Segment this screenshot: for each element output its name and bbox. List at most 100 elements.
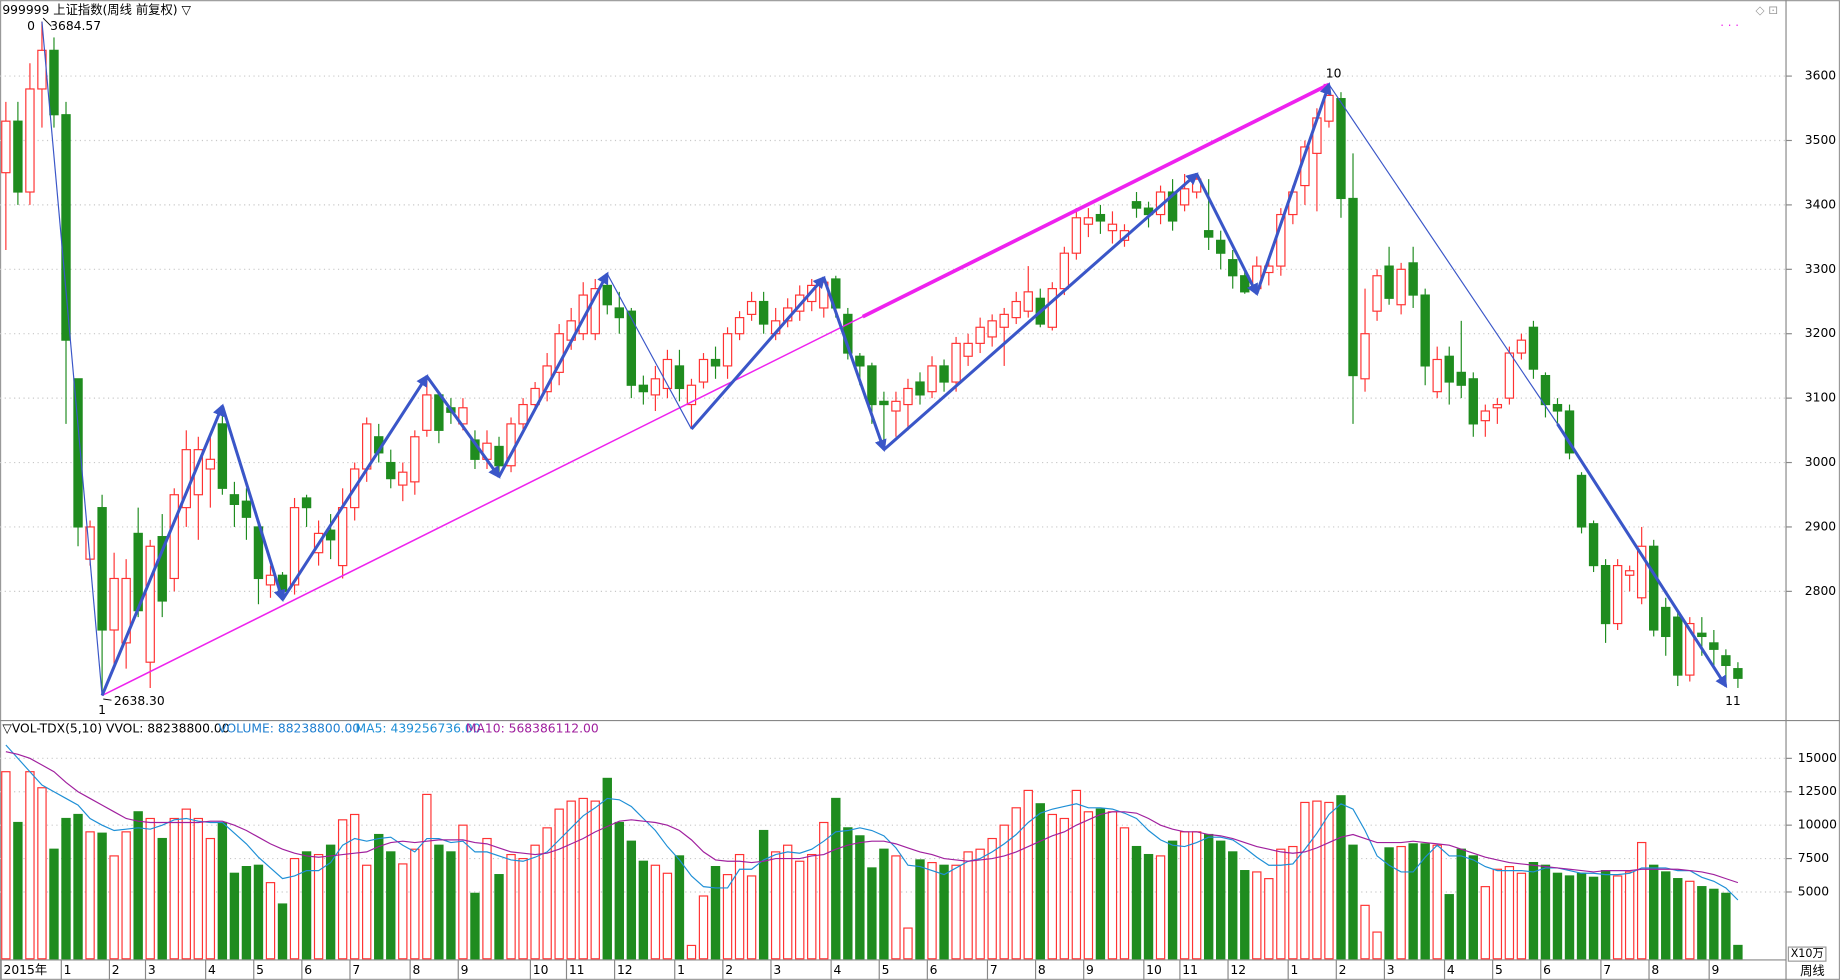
y-tick-label: 3600 [1805, 69, 1837, 83]
candle-body [1167, 191, 1178, 222]
volume-bar [337, 819, 348, 960]
volume-bar [169, 817, 179, 960]
candle-body [1131, 201, 1142, 209]
period-label: 周线 [1800, 964, 1825, 978]
x-tick-label: 8 [412, 963, 420, 977]
volume-bar [1636, 841, 1647, 960]
volume-bar [277, 903, 288, 960]
volume-bar [13, 821, 23, 960]
volume-bar [1264, 878, 1274, 960]
candle-body [1047, 288, 1058, 328]
x-tick-label: 4 [1447, 963, 1455, 977]
y-tick-label: 3400 [1805, 197, 1837, 211]
x-tick-label: 4 [833, 963, 841, 977]
wave-line [1195, 173, 1259, 296]
candle-body [25, 88, 35, 193]
volume-bar [891, 855, 901, 960]
candle-body [1420, 294, 1430, 367]
candle-body [1444, 355, 1454, 383]
candle-body [1612, 565, 1623, 625]
volume-bar [1035, 803, 1045, 960]
volume-bar [1288, 845, 1298, 960]
volume-bar [410, 848, 420, 960]
volume-bar [181, 808, 191, 960]
volume-bar [1095, 808, 1106, 960]
volume-bar [1528, 861, 1539, 960]
annotation: 2638.30 [114, 694, 165, 708]
candle-body [1107, 223, 1118, 232]
candle-body [1636, 545, 1647, 599]
volume-bar [879, 848, 889, 960]
volume-bar [121, 831, 131, 960]
volume-bar [939, 864, 949, 960]
window-icons[interactable]: ◇ ⊡ [1756, 3, 1779, 17]
x-tick-label: 3 [1387, 963, 1395, 977]
volume-bar [482, 837, 492, 960]
candle-body [494, 445, 504, 467]
volume-bar [1312, 800, 1322, 960]
wave-line [882, 172, 1199, 451]
x-tick-label: 3 [148, 963, 156, 977]
candle-body [987, 320, 997, 338]
candle-body [698, 358, 709, 383]
candle-body [758, 300, 769, 325]
volume-bar [650, 864, 661, 960]
volume-bar [686, 944, 697, 960]
x-tick-label: 2015年 [4, 963, 48, 977]
candle-body [686, 384, 697, 406]
candle-body [386, 461, 396, 480]
volume-bar [1047, 813, 1058, 960]
volume-bar [1191, 831, 1202, 960]
candle-body [1697, 632, 1707, 638]
y-tick-label: 3200 [1805, 326, 1837, 340]
volume-bar [386, 851, 396, 960]
candle-body [1552, 403, 1563, 412]
candle-body [1348, 197, 1358, 377]
candle-body [1576, 474, 1587, 528]
x-tick-label: 6 [930, 963, 938, 977]
annotation: 3684.57 [50, 19, 101, 33]
candle-body [301, 497, 312, 509]
volume-bar [843, 827, 853, 960]
candle-body [903, 387, 913, 406]
candle-body [963, 342, 973, 357]
volume-bar [1023, 789, 1033, 960]
volume-bar [819, 821, 829, 960]
y-tick-label: 7500 [1798, 851, 1830, 865]
volume-bar [746, 875, 757, 960]
volume-bar [1083, 811, 1094, 960]
unit-box [1787, 946, 1827, 962]
volume-bar [1324, 801, 1334, 960]
volume-bar [49, 848, 59, 960]
volume-bar [1468, 855, 1478, 960]
volume-bar [313, 853, 324, 960]
candle-body [975, 326, 985, 344]
candle-body [1600, 565, 1611, 625]
x-tick-label: 12 [1230, 963, 1246, 977]
ma-line [5, 751, 1739, 884]
candle-body [1624, 570, 1635, 576]
volume-bar [109, 855, 119, 960]
candle-body [1673, 616, 1683, 676]
volume-bar [566, 800, 576, 960]
candle-body [1661, 606, 1671, 638]
candle-body [1324, 94, 1334, 122]
volume-bar [578, 797, 588, 960]
candle-body [1721, 655, 1731, 667]
x-tick-label: 8 [1038, 963, 1046, 977]
candle-body [241, 500, 252, 518]
x-tick-label: 6 [304, 963, 312, 977]
volume-bar [1336, 795, 1346, 960]
candle-body [722, 333, 733, 367]
candle-body [638, 384, 649, 393]
volume-bar [951, 864, 961, 960]
menu-dots[interactable]: · · · [1720, 18, 1739, 32]
candle-body [746, 300, 757, 315]
volume-bar [975, 848, 985, 960]
candle-body [145, 545, 155, 663]
volume-bar [157, 837, 167, 960]
x-tick-label: 6 [1543, 963, 1551, 977]
annotation: 11 [1725, 694, 1741, 708]
